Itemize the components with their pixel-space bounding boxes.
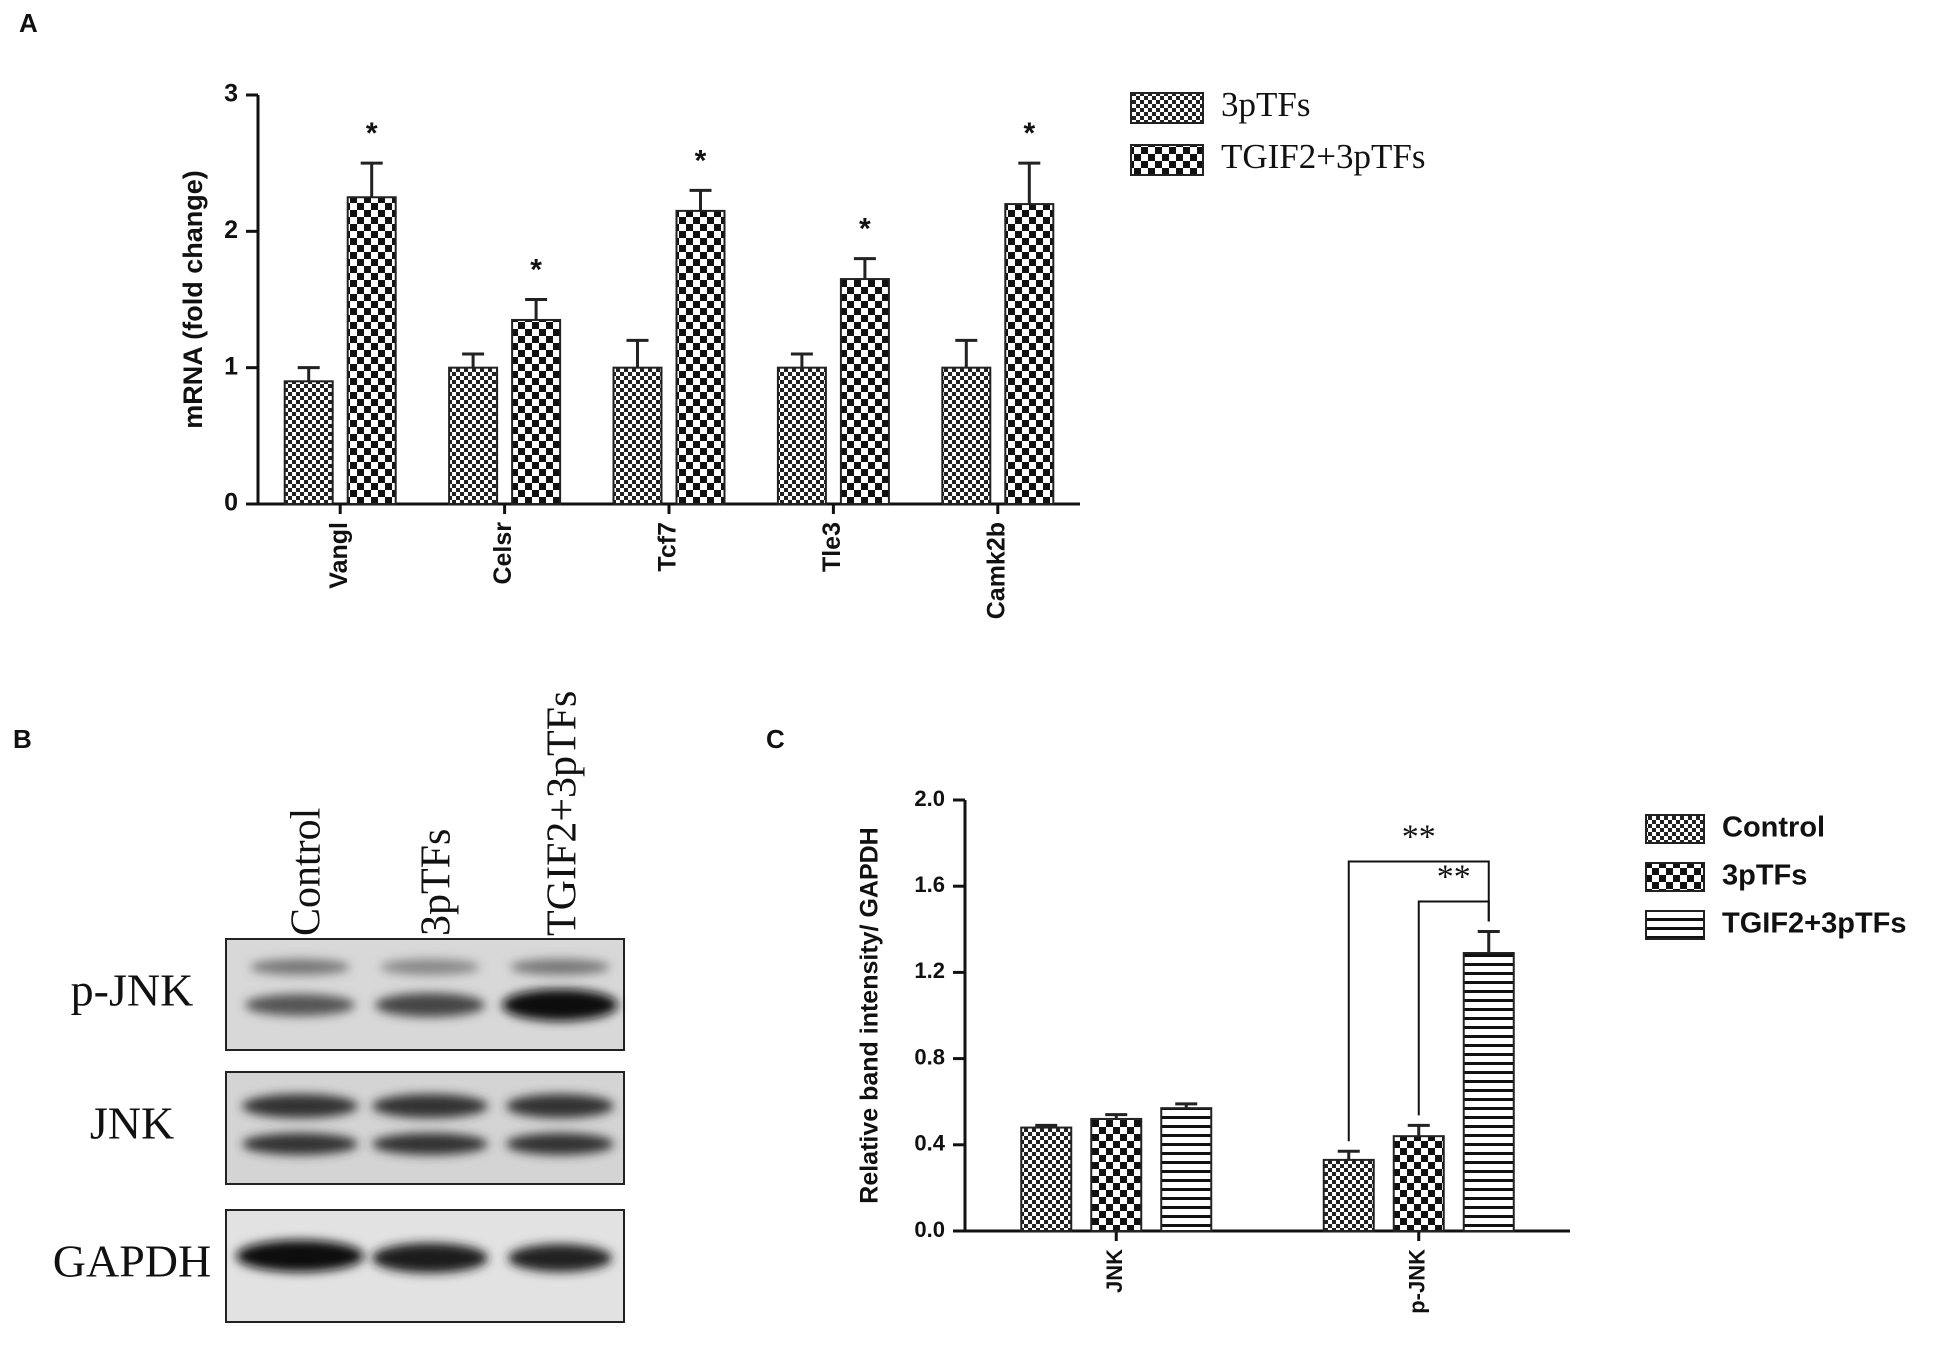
error-bar	[1105, 1113, 1128, 1119]
error-bar	[790, 352, 813, 368]
error-bar	[1407, 1123, 1430, 1137]
error-bar	[360, 161, 383, 198]
error-bar	[525, 298, 548, 320]
bar	[346, 196, 397, 505]
legend-label: 3pTFs	[1221, 85, 1310, 124]
blot-box	[225, 1071, 625, 1185]
y-tick-label: 0	[224, 489, 238, 517]
panel-label: C	[766, 724, 785, 754]
legend-swatch	[1645, 814, 1705, 844]
error-bar	[626, 338, 649, 368]
bar	[1090, 1117, 1143, 1232]
legend-swatch	[1645, 910, 1705, 940]
significance-marker: *	[366, 117, 378, 150]
y-axis-label: Relative band intensity/ GAPDH	[856, 827, 884, 1203]
bar	[675, 209, 726, 505]
bar	[1160, 1107, 1213, 1233]
panel-label: B	[13, 724, 32, 754]
significance-marker: *	[859, 213, 871, 246]
y-tick-label: 2.0	[914, 786, 945, 811]
y-axis-label: mRNA (fold change)	[178, 170, 208, 429]
legend-label: Control	[1722, 812, 1825, 844]
bar	[1004, 203, 1055, 505]
significance-bracket	[1347, 860, 1490, 1142]
x-tick-label: Celsr	[489, 522, 517, 585]
bar	[511, 318, 562, 506]
significance-marker: *	[1023, 117, 1035, 150]
y-tick-label: 1	[224, 352, 238, 380]
row-label: GAPDH	[53, 1236, 211, 1287]
error-bar	[462, 352, 485, 368]
bar	[1392, 1135, 1445, 1233]
panel-label: A	[19, 8, 38, 38]
bar	[1020, 1126, 1073, 1233]
bands	[236, 959, 618, 1273]
row-label: JNK	[90, 1098, 174, 1149]
x-tick-label: Tle3	[818, 522, 846, 572]
lane-label: TGIF2+3pTFs	[540, 691, 586, 936]
legend-swatch	[1645, 862, 1705, 892]
x-tick-label: JNK	[1102, 1249, 1127, 1293]
x-tick-label: p-JNK	[1405, 1249, 1430, 1314]
row-label: p-JNK	[71, 965, 194, 1016]
significance-label: **	[1402, 818, 1436, 855]
lane-label: 3pTFs	[414, 829, 460, 936]
x-tick-label: Camk2b	[982, 522, 1010, 619]
y-tick-label: 1.6	[914, 872, 945, 897]
error-bar	[1337, 1149, 1360, 1160]
y-tick-label: 0.8	[914, 1044, 945, 1069]
error-bar	[853, 257, 876, 280]
bar	[612, 366, 663, 505]
error-bar	[297, 366, 320, 382]
significance-label: **	[1437, 858, 1471, 895]
y-tick-label: 1.2	[914, 958, 945, 983]
error-bar	[1477, 929, 1500, 954]
bar	[839, 278, 890, 505]
bar	[448, 366, 499, 505]
error-bar	[1018, 161, 1041, 205]
bar	[283, 380, 334, 505]
bar	[1462, 952, 1515, 1232]
bar	[1322, 1158, 1375, 1233]
legend-label: 3pTFs	[1722, 860, 1807, 892]
x-tick-label: Vangl	[325, 522, 353, 589]
error-bar	[955, 338, 978, 368]
significance-marker: *	[530, 253, 542, 286]
significance-marker: *	[695, 144, 707, 177]
legend-label: TGIF2+3pTFs	[1221, 137, 1425, 176]
legend-label: TGIF2+3pTFs	[1722, 908, 1907, 940]
western-blot: Control 3pTFs TGIF2+3pTFs p-JNK JNK GAPD…	[53, 691, 625, 1323]
legend-swatch	[1130, 92, 1204, 124]
y-tick-label: 3	[224, 80, 238, 108]
error-bar	[1035, 1123, 1058, 1128]
y-tick-label: 2	[224, 216, 238, 244]
lane-label: Control	[284, 808, 330, 936]
x-tick-label: Tcf7	[654, 522, 682, 572]
y-tick-label: 0.4	[914, 1131, 945, 1156]
error-bar	[689, 188, 712, 211]
legend-swatch	[1130, 144, 1204, 176]
bar	[776, 366, 827, 505]
bar	[941, 366, 992, 505]
y-tick-label: 0.0	[914, 1217, 945, 1242]
error-bar	[1175, 1102, 1198, 1109]
